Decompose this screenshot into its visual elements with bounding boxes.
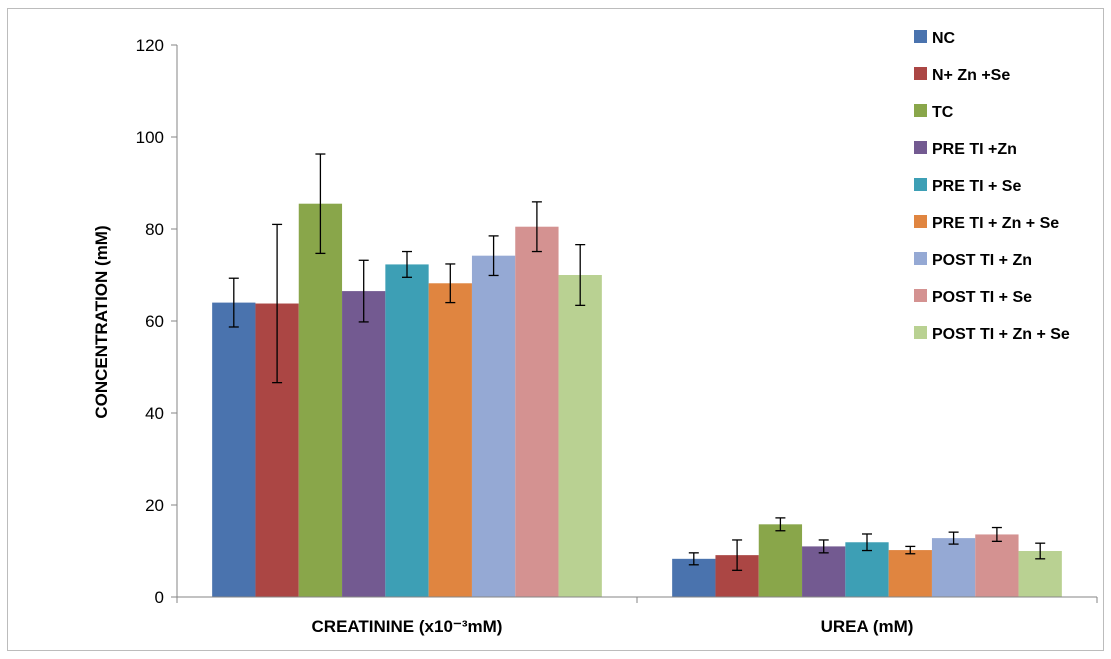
legend-label: PRE TI + Se [932,178,1021,195]
bar [975,534,1019,597]
legend-swatch [914,141,927,154]
legend-swatch [914,252,927,265]
bar [888,550,932,597]
bar [515,226,559,597]
legend-swatch [914,104,927,117]
y-tick-label: 20 [145,496,164,515]
y-tick-label: 80 [145,220,164,239]
y-tick-label: 120 [136,36,164,55]
bar [428,283,472,597]
bar [758,524,803,597]
bar [298,203,343,597]
legend-swatch [914,215,927,228]
legend-swatch [914,178,927,191]
legend-label: N+ Zn +Se [932,67,1010,84]
y-axis-label: CONCENTRATION (mM) [92,225,111,418]
legend-label: POST TI + Zn [932,252,1032,269]
legend: NC N+ Zn +Se TC PRE TI +Zn PRE TI + Se PRE TI… [914,30,1070,343]
legend-label: POST TI + Zn + Se [932,326,1070,343]
bar [845,542,889,597]
bar [385,264,429,597]
bar [471,255,516,597]
x-category-label: CREATININE (x10⁻³mM) [312,617,503,636]
y-tick-label: 60 [145,312,164,331]
bar [931,538,976,597]
y-tick-label: 40 [145,404,164,423]
legend-label: NC [932,30,956,47]
legend-swatch [914,30,927,43]
legend-swatch [914,67,927,80]
bar [558,275,602,597]
legend-label: PRE TI +Zn [932,141,1017,158]
legend-label: PRE TI + Zn + Se [932,215,1059,232]
legend-swatch [914,289,927,302]
legend-swatch [914,326,927,339]
y-tick-label: 0 [155,588,164,607]
x-category-label: UREA (mM) [821,617,914,636]
y-tick-label: 100 [136,128,164,147]
x-axis: CREATININE (x10⁻³mM) UREA (mM) [176,596,1098,636]
legend-label: POST TI + Se [932,289,1032,306]
bar [212,302,256,597]
bar [342,291,386,597]
bar [802,546,846,597]
y-axis: 0 20 40 60 80 100 120 [136,36,178,607]
bars [212,153,1062,597]
legend-label: TC [932,104,954,121]
